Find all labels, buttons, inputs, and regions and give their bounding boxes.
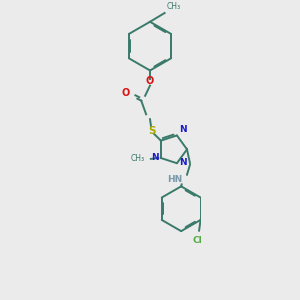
- Text: N: N: [151, 153, 159, 162]
- Text: O: O: [121, 88, 130, 98]
- Text: O: O: [146, 76, 154, 86]
- Text: CH₃: CH₃: [167, 2, 181, 11]
- Text: HN: HN: [167, 175, 182, 184]
- Text: Cl: Cl: [192, 236, 202, 244]
- Text: CH₃: CH₃: [130, 154, 145, 164]
- Text: N: N: [179, 158, 187, 167]
- Text: N: N: [179, 124, 187, 134]
- Text: S: S: [148, 126, 156, 136]
